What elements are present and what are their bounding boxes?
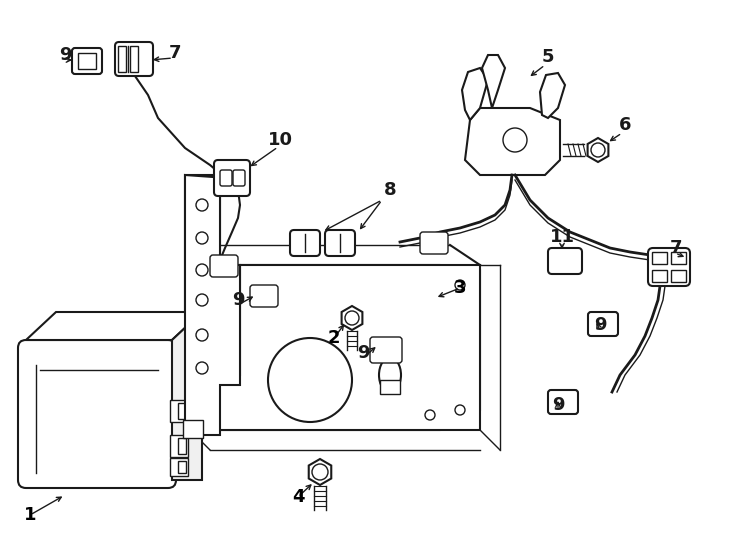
Text: 3: 3 (454, 279, 466, 297)
Bar (130, 46, 138, 72)
Circle shape (196, 274, 208, 286)
FancyBboxPatch shape (548, 248, 582, 274)
FancyBboxPatch shape (214, 160, 250, 196)
Circle shape (503, 128, 527, 152)
Bar (170, 458, 188, 476)
FancyBboxPatch shape (115, 42, 153, 76)
Text: 11: 11 (550, 228, 575, 246)
Circle shape (220, 280, 230, 290)
Text: 9: 9 (594, 316, 606, 334)
FancyBboxPatch shape (220, 170, 232, 186)
Bar (178, 403, 186, 419)
FancyBboxPatch shape (588, 312, 618, 336)
Circle shape (196, 264, 208, 276)
Circle shape (455, 280, 465, 290)
Text: 9: 9 (357, 344, 369, 362)
FancyBboxPatch shape (72, 48, 102, 74)
Text: 9: 9 (232, 291, 244, 309)
Polygon shape (309, 459, 331, 485)
Circle shape (345, 311, 359, 325)
Circle shape (425, 410, 435, 420)
Bar (78, 53, 96, 69)
Bar (118, 46, 126, 72)
Polygon shape (26, 312, 202, 340)
Text: 10: 10 (267, 131, 293, 149)
Bar (671, 270, 686, 282)
Circle shape (196, 199, 208, 211)
Text: 6: 6 (619, 116, 631, 134)
FancyBboxPatch shape (648, 248, 690, 286)
Bar (170, 400, 188, 422)
Circle shape (196, 189, 208, 201)
Text: 2: 2 (328, 329, 341, 347)
FancyBboxPatch shape (250, 285, 278, 307)
Polygon shape (462, 68, 488, 120)
FancyBboxPatch shape (18, 340, 176, 488)
Text: 8: 8 (384, 181, 396, 199)
Circle shape (196, 232, 208, 244)
Polygon shape (482, 55, 505, 108)
FancyBboxPatch shape (420, 232, 448, 254)
Circle shape (196, 362, 208, 374)
Circle shape (196, 244, 208, 256)
Bar (178, 461, 186, 473)
FancyBboxPatch shape (370, 337, 402, 363)
Polygon shape (185, 175, 240, 430)
Circle shape (196, 214, 208, 226)
Bar (178, 438, 186, 454)
Circle shape (312, 464, 328, 480)
Text: 5: 5 (542, 48, 554, 66)
Text: 7: 7 (669, 239, 682, 257)
Circle shape (455, 405, 465, 415)
Bar (170, 435, 188, 457)
Polygon shape (588, 138, 608, 162)
FancyBboxPatch shape (290, 230, 320, 256)
Text: 1: 1 (23, 506, 36, 524)
FancyBboxPatch shape (548, 390, 578, 414)
Circle shape (196, 294, 208, 306)
Circle shape (196, 329, 208, 341)
FancyBboxPatch shape (325, 230, 355, 256)
Circle shape (196, 344, 208, 356)
Circle shape (220, 335, 230, 345)
Text: 4: 4 (291, 488, 305, 506)
Text: 9: 9 (552, 396, 564, 414)
Text: 7: 7 (169, 44, 181, 62)
Polygon shape (172, 312, 202, 480)
Bar (183, 420, 203, 438)
Polygon shape (185, 175, 240, 435)
Circle shape (268, 338, 352, 422)
Polygon shape (540, 73, 565, 118)
Text: 9: 9 (59, 46, 71, 64)
Polygon shape (185, 265, 480, 430)
FancyBboxPatch shape (210, 255, 238, 277)
Circle shape (220, 305, 230, 315)
Polygon shape (190, 265, 480, 430)
Polygon shape (465, 108, 560, 175)
Ellipse shape (379, 357, 401, 393)
Circle shape (591, 143, 605, 157)
Circle shape (196, 309, 208, 321)
Bar (652, 252, 667, 264)
Bar (671, 252, 686, 264)
FancyBboxPatch shape (233, 170, 245, 186)
Bar (652, 270, 667, 282)
Bar (380, 380, 400, 394)
Polygon shape (341, 306, 363, 330)
